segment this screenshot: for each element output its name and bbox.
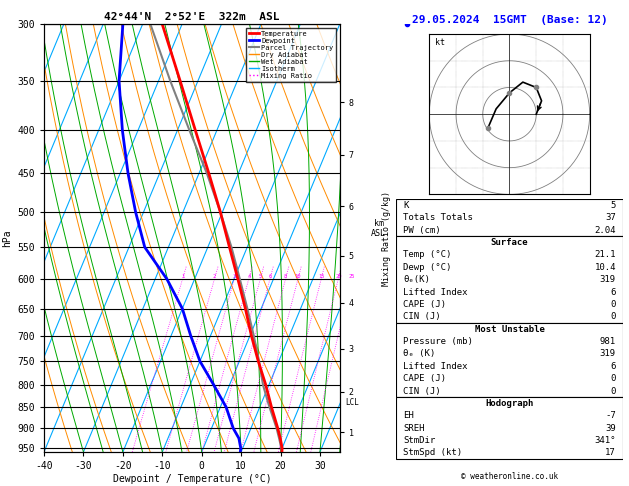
Text: CIN (J): CIN (J) bbox=[403, 386, 441, 396]
Text: 8: 8 bbox=[284, 274, 287, 278]
Text: CIN (J): CIN (J) bbox=[403, 312, 441, 321]
Text: 2.04: 2.04 bbox=[594, 226, 616, 235]
Text: 15: 15 bbox=[318, 274, 325, 278]
Text: 17: 17 bbox=[605, 449, 616, 457]
Text: © weatheronline.co.uk: © weatheronline.co.uk bbox=[461, 472, 558, 481]
Text: 10: 10 bbox=[295, 274, 301, 278]
FancyBboxPatch shape bbox=[396, 323, 623, 397]
Text: 20: 20 bbox=[335, 274, 342, 278]
Text: Most Unstable: Most Unstable bbox=[474, 325, 545, 334]
Text: StmSpd (kt): StmSpd (kt) bbox=[403, 449, 462, 457]
Text: Hodograph: Hodograph bbox=[486, 399, 533, 408]
Text: θₑ(K): θₑ(K) bbox=[403, 275, 430, 284]
Legend: Temperature, Dewpoint, Parcel Trajectory, Dry Adiabat, Wet Adiabat, Isotherm, Mi: Temperature, Dewpoint, Parcel Trajectory… bbox=[246, 28, 336, 82]
Text: -7: -7 bbox=[605, 411, 616, 420]
Text: Lifted Index: Lifted Index bbox=[403, 288, 467, 296]
Text: Dewp (°C): Dewp (°C) bbox=[403, 263, 452, 272]
Y-axis label: hPa: hPa bbox=[2, 229, 12, 247]
Text: kt: kt bbox=[435, 38, 445, 47]
Text: 5: 5 bbox=[259, 274, 262, 278]
Text: 0: 0 bbox=[611, 374, 616, 383]
Text: Surface: Surface bbox=[491, 238, 528, 247]
Text: 0: 0 bbox=[611, 312, 616, 321]
Text: 21.1: 21.1 bbox=[594, 250, 616, 260]
Text: 1: 1 bbox=[181, 274, 184, 278]
Text: 5: 5 bbox=[611, 201, 616, 210]
FancyBboxPatch shape bbox=[396, 236, 623, 323]
Text: 2: 2 bbox=[213, 274, 216, 278]
Text: 341°: 341° bbox=[594, 436, 616, 445]
Text: StmDir: StmDir bbox=[403, 436, 435, 445]
X-axis label: Dewpoint / Temperature (°C): Dewpoint / Temperature (°C) bbox=[113, 474, 271, 484]
Text: Lifted Index: Lifted Index bbox=[403, 362, 467, 371]
Text: PW (cm): PW (cm) bbox=[403, 226, 441, 235]
Text: LCL: LCL bbox=[345, 399, 359, 407]
Text: SREH: SREH bbox=[403, 424, 425, 433]
Text: 6: 6 bbox=[611, 288, 616, 296]
Text: θₑ (K): θₑ (K) bbox=[403, 349, 435, 358]
Text: 25: 25 bbox=[348, 274, 355, 278]
FancyBboxPatch shape bbox=[396, 397, 623, 459]
Text: 319: 319 bbox=[600, 275, 616, 284]
Text: 981: 981 bbox=[600, 337, 616, 346]
Text: 319: 319 bbox=[600, 349, 616, 358]
Text: 4: 4 bbox=[247, 274, 250, 278]
Text: 39: 39 bbox=[605, 424, 616, 433]
Text: K: K bbox=[403, 201, 408, 210]
Text: 0: 0 bbox=[611, 300, 616, 309]
Text: 37: 37 bbox=[605, 213, 616, 222]
Text: EH: EH bbox=[403, 411, 414, 420]
Text: 0: 0 bbox=[611, 386, 616, 396]
Text: 6: 6 bbox=[269, 274, 272, 278]
Text: 29.05.2024  15GMT  (Base: 12): 29.05.2024 15GMT (Base: 12) bbox=[411, 15, 608, 25]
Text: 10.4: 10.4 bbox=[594, 263, 616, 272]
Text: Totals Totals: Totals Totals bbox=[403, 213, 473, 222]
Y-axis label: km
ASL: km ASL bbox=[371, 219, 386, 238]
Text: CAPE (J): CAPE (J) bbox=[403, 300, 446, 309]
FancyBboxPatch shape bbox=[396, 199, 623, 236]
Text: 3: 3 bbox=[233, 274, 236, 278]
Text: CAPE (J): CAPE (J) bbox=[403, 374, 446, 383]
Title: 42°44'N  2°52'E  322m  ASL: 42°44'N 2°52'E 322m ASL bbox=[104, 12, 280, 22]
Text: Temp (°C): Temp (°C) bbox=[403, 250, 452, 260]
Text: Pressure (mb): Pressure (mb) bbox=[403, 337, 473, 346]
Text: Mixing Ratio (g/kg): Mixing Ratio (g/kg) bbox=[382, 191, 391, 286]
Text: 6: 6 bbox=[611, 362, 616, 371]
